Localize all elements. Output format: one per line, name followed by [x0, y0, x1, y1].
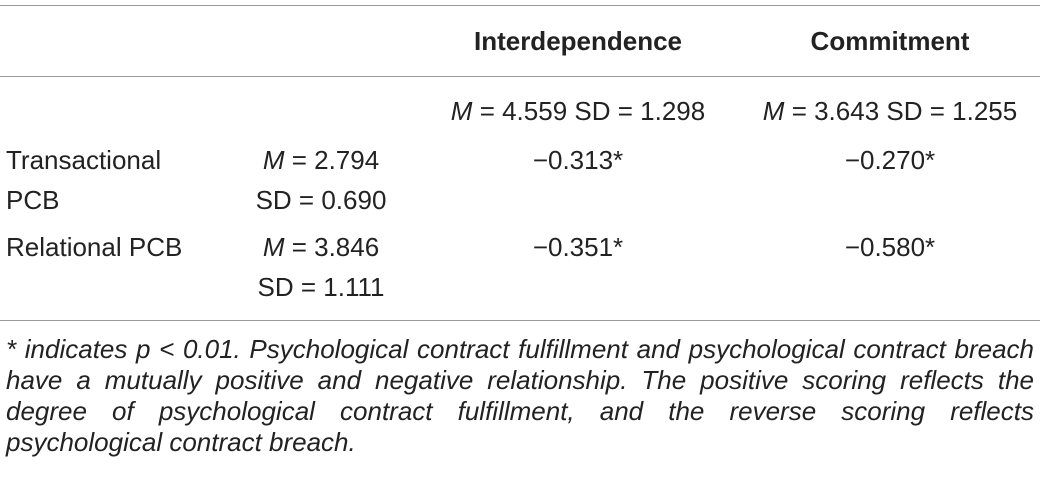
mean-symbol: M: [262, 232, 285, 262]
row-label-transactional-line2: PCB: [6, 185, 60, 215]
row-mean-relational: M = 3.846: [236, 228, 406, 266]
cell-relational-interdependence: −0.351*: [532, 232, 624, 262]
bottom-rule: [0, 320, 1040, 321]
mean-text: = 3.846: [284, 232, 380, 262]
column-header-commitment: Commitment: [810, 26, 970, 56]
mean-symbol: M: [762, 96, 785, 126]
column-header-interdependence: Interdependence: [473, 26, 683, 56]
mean-symbol: M: [262, 145, 285, 175]
top-rule: [0, 5, 1040, 6]
row-label-transactional-line1: Transactional: [6, 145, 162, 175]
stats-text: = 4.559 SD = 1.298: [472, 96, 706, 126]
cell-transactional-interdependence: −0.313*: [532, 145, 624, 175]
row-label-relational: Relational PCB: [6, 232, 183, 262]
row-mean-transactional: M = 2.794: [236, 141, 406, 179]
stats-text: = 3.643 SD = 1.255: [784, 96, 1018, 126]
row-sd-transactional: SD = 0.690: [255, 185, 387, 215]
cell-relational-commitment: −0.580*: [844, 232, 936, 262]
row-sd-relational: SD = 1.111: [257, 272, 385, 302]
header-rule: [0, 76, 1040, 77]
cell-transactional-commitment: −0.270*: [844, 145, 936, 175]
table-footnote: * indicates p < 0.01. Psychological cont…: [6, 334, 1034, 457]
column-stats-commitment: M = 3.643 SD = 1.255: [742, 92, 1038, 130]
mean-text: = 2.794: [284, 145, 380, 175]
mean-symbol: M: [450, 96, 473, 126]
column-stats-interdependence: M = 4.559 SD = 1.298: [430, 92, 726, 130]
